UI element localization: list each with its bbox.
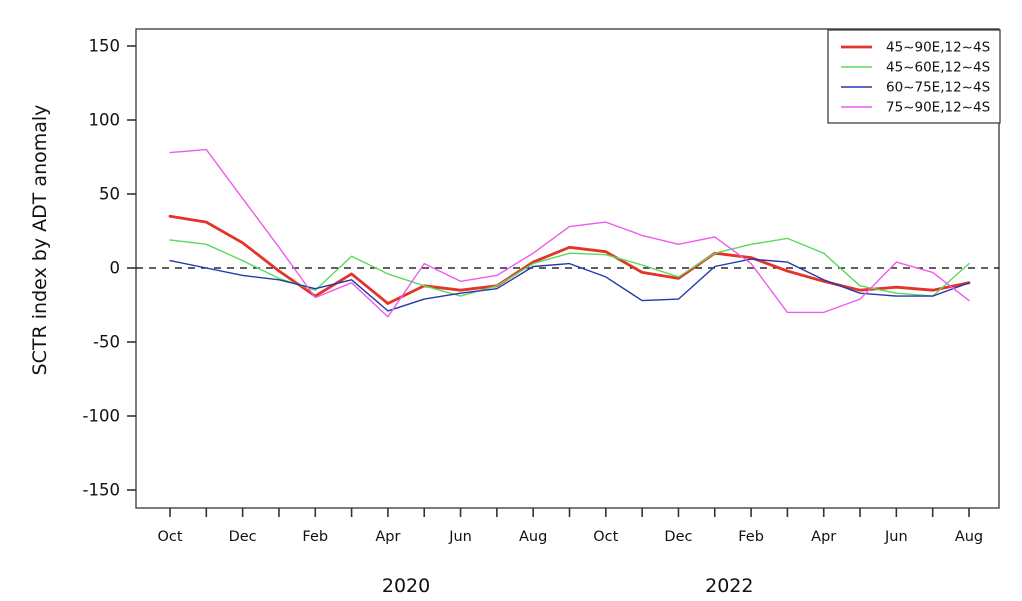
y-tick-label: 0	[110, 259, 121, 278]
y-tick-label: -100	[83, 407, 120, 426]
x-tick-label: Aug	[519, 529, 547, 545]
legend-item-label: 45~90E,12~4S	[886, 40, 990, 56]
x-tick-label: Jun	[448, 529, 472, 545]
x-tick-label: Jun	[884, 529, 908, 545]
x-tick-label: Aug	[955, 529, 983, 545]
x-tick-label: Oct	[157, 529, 182, 545]
x-axis-ticks: Oct Dec Feb Apr Jun Aug Oct Dec Feb Apr Jun Aug	[157, 508, 983, 545]
legend-item-label: 45~60E,12~4S	[886, 60, 990, 76]
y-tick-label: 150	[89, 37, 121, 56]
x-tick-label: Feb	[302, 529, 328, 545]
legend-item-label: 75~90E,12~4S	[886, 100, 990, 116]
y-axis-title: SCTR index by ADT anomaly	[29, 105, 51, 376]
data-series-lines	[168, 148, 971, 318]
x-tick-label: Feb	[738, 529, 764, 545]
y-axis-ticks: 150 100 50 0 -50 -100 -150	[83, 37, 136, 500]
legend: 45~90E,12~4S 45~60E,12~4S 60~75E,12~4S 75~9…	[827, 29, 1001, 124]
y-tick-label: -50	[93, 333, 120, 352]
series-line-75-90E-12-4S	[169, 148, 970, 318]
y-tick-label: -150	[83, 481, 120, 500]
series-line-60-75E-12-4S	[169, 258, 970, 312]
x-tick-label: Dec	[229, 529, 257, 545]
x-tick-label: Oct	[593, 529, 618, 545]
year-label: 2020	[382, 575, 430, 597]
x-tick-label: Dec	[664, 529, 692, 545]
y-tick-label: 100	[89, 111, 121, 130]
x-tick-label: Apr	[811, 529, 836, 545]
x-axis-year-labels: 2020 2022	[382, 575, 754, 597]
legend-item-label: 60~75E,12~4S	[886, 80, 990, 96]
x-tick-label: Apr	[375, 529, 400, 545]
year-label: 2022	[705, 575, 753, 597]
y-tick-label: 50	[99, 185, 120, 204]
